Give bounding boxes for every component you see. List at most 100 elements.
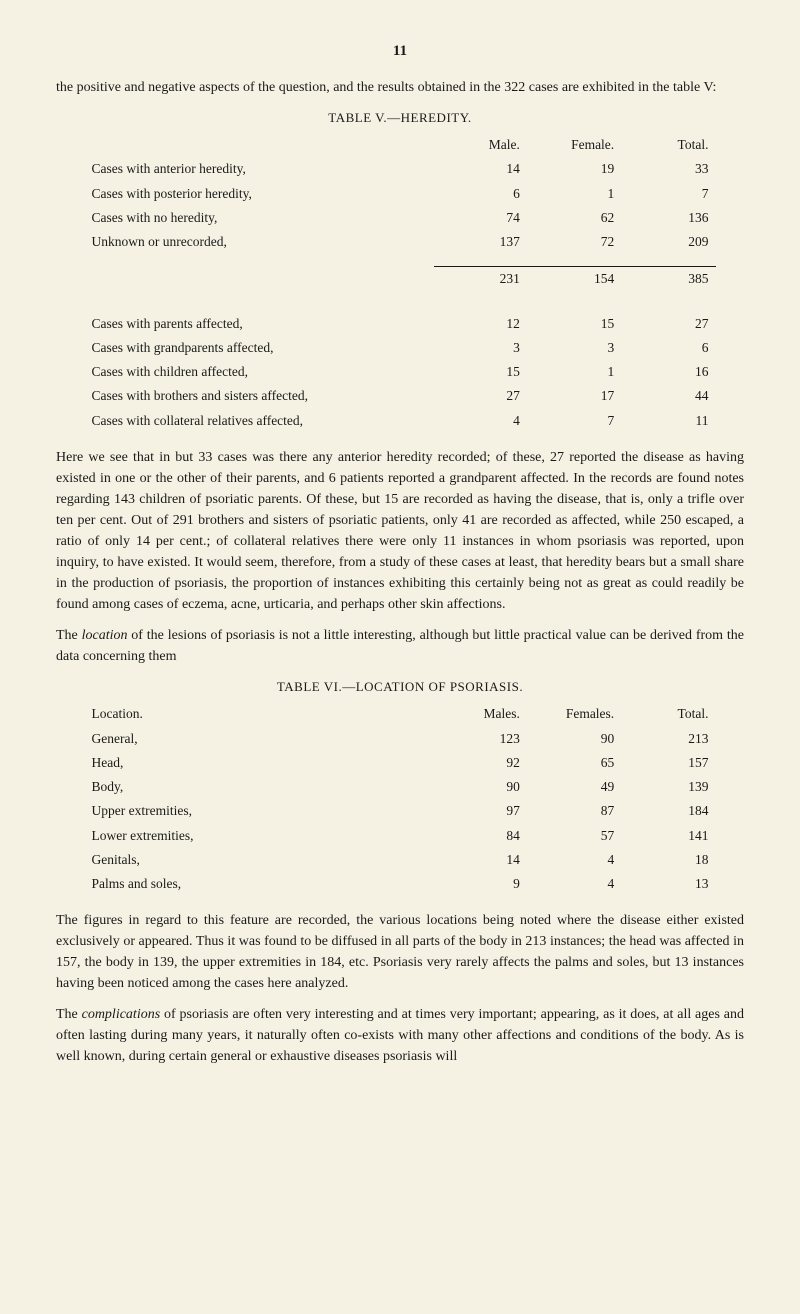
cell-label: Cases with children affected, (84, 360, 434, 384)
table-location: Location. Males. Females. Total. General… (84, 702, 717, 896)
cell-label-blank (84, 267, 434, 292)
cell-label: Cases with grandparents affected, (84, 336, 434, 360)
cell-total: 141 (622, 824, 716, 848)
cell-total: 33 (622, 157, 716, 181)
cell-label: Unknown or unrecorded, (84, 230, 434, 254)
table-row: Cases with posterior heredity, 6 1 7 (84, 182, 717, 206)
table-row: Head, 92 65 157 (84, 751, 717, 775)
table-row: Cases with parents affected, 12 15 27 (84, 304, 717, 336)
para5-prefix: The (56, 1007, 82, 1022)
cell-male: 74 (434, 206, 528, 230)
table6-header-males: Males. (434, 702, 528, 726)
cell-total: 6 (622, 336, 716, 360)
table-row: Palms and soles, 9 4 13 (84, 872, 717, 896)
cell-label: Upper extremities, (84, 799, 434, 823)
table-row: Lower extremities, 84 57 141 (84, 824, 717, 848)
table6-header-loc: Location. (84, 702, 434, 726)
cell-label: Body, (84, 775, 434, 799)
table5-header-female: Female. (528, 133, 622, 157)
table-row: General, 123 90 213 (84, 727, 717, 751)
para1-b: 322 cases are exhibited in the table V: (504, 80, 716, 95)
page-number: 11 (56, 40, 744, 63)
cell-label: Palms and soles, (84, 872, 434, 896)
cell-female: 17 (528, 384, 622, 408)
cell-males: 123 (434, 727, 528, 751)
para3-italic: location (82, 628, 128, 643)
para3-suffix: of the lesions of psoriasis is not a lit… (56, 628, 744, 664)
cell-female: 1 (528, 360, 622, 384)
cell-males: 14 (434, 848, 528, 872)
cell-females: 4 (528, 848, 622, 872)
cell-female: 15 (528, 304, 622, 336)
table-heredity: Male. Female. Total. Cases with anterior… (84, 133, 717, 433)
cell-male: 6 (434, 182, 528, 206)
table5-title: TABLE V.—HEREDITY. (56, 108, 744, 128)
cell-label: Lower extremities, (84, 824, 434, 848)
cell-label: Genitals, (84, 848, 434, 872)
table5-totals-a: 231 154 385 (84, 267, 717, 292)
cell-total: 184 (622, 799, 716, 823)
cell-label: Cases with collateral relatives affected… (84, 409, 434, 433)
cell-female: 3 (528, 336, 622, 360)
cell-total: 7 (622, 182, 716, 206)
table6-title: TABLE VI.—LOCATION OF PSORIASIS. (56, 677, 744, 697)
table5-header-row: Male. Female. Total. (84, 133, 717, 157)
table5-header-male: Male. (434, 133, 528, 157)
cell-female: 72 (528, 230, 622, 254)
table-row: Cases with anterior heredity, 14 19 33 (84, 157, 717, 181)
cell-female: 154 (528, 267, 622, 292)
cell-male: 3 (434, 336, 528, 360)
paragraph-location-intro: The location of the lesions of psoriasis… (56, 625, 744, 667)
cell-females: 49 (528, 775, 622, 799)
table-row: Body, 90 49 139 (84, 775, 717, 799)
cell-total: 18 (622, 848, 716, 872)
cell-females: 65 (528, 751, 622, 775)
cell-male: 15 (434, 360, 528, 384)
cell-males: 90 (434, 775, 528, 799)
cell-males: 92 (434, 751, 528, 775)
cell-male: 137 (434, 230, 528, 254)
cell-label: Cases with posterior heredity, (84, 182, 434, 206)
cell-female: 7 (528, 409, 622, 433)
table-row: Cases with collateral relatives affected… (84, 409, 717, 433)
para3-prefix: The (56, 628, 82, 643)
paragraph-heredity-discussion: Here we see that in but 33 cases was the… (56, 447, 744, 615)
cell-male: 27 (434, 384, 528, 408)
table-row: Cases with brothers and sisters affected… (84, 384, 717, 408)
cell-male: 12 (434, 304, 528, 336)
table-row: Upper extremities, 97 87 184 (84, 799, 717, 823)
para5-suffix: of psoriasis are often very interesting … (56, 1007, 744, 1064)
cell-male: 231 (434, 267, 528, 292)
cell-females: 87 (528, 799, 622, 823)
cell-total: 16 (622, 360, 716, 384)
cell-total: 213 (622, 727, 716, 751)
cell-male: 4 (434, 409, 528, 433)
cell-total: 136 (622, 206, 716, 230)
cell-total: 209 (622, 230, 716, 254)
table6-header-total: Total. (622, 702, 716, 726)
para1-a: the positive and negative aspects of the… (56, 80, 504, 95)
table5-header-blank (84, 133, 434, 157)
paragraph-location-discussion: The figures in regard to this feature ar… (56, 910, 744, 994)
paragraph-complications: The complications of psoriasis are often… (56, 1004, 744, 1067)
cell-total: 139 (622, 775, 716, 799)
cell-label: Cases with no heredity, (84, 206, 434, 230)
table-row: Cases with grandparents affected, 3 3 6 (84, 336, 717, 360)
table5-header-total: Total. (622, 133, 716, 157)
paragraph-intro: the positive and negative aspects of the… (56, 77, 744, 98)
cell-total: 13 (622, 872, 716, 896)
cell-females: 4 (528, 872, 622, 896)
cell-label: Head, (84, 751, 434, 775)
cell-total: 44 (622, 384, 716, 408)
cell-label: Cases with anterior heredity, (84, 157, 434, 181)
cell-total: 27 (622, 304, 716, 336)
cell-males: 84 (434, 824, 528, 848)
cell-total: 157 (622, 751, 716, 775)
cell-label: Cases with parents affected, (84, 304, 434, 336)
cell-females: 57 (528, 824, 622, 848)
table-row: Cases with no heredity, 74 62 136 (84, 206, 717, 230)
cell-male: 14 (434, 157, 528, 181)
cell-female: 62 (528, 206, 622, 230)
cell-males: 97 (434, 799, 528, 823)
table-row: Cases with children affected, 15 1 16 (84, 360, 717, 384)
